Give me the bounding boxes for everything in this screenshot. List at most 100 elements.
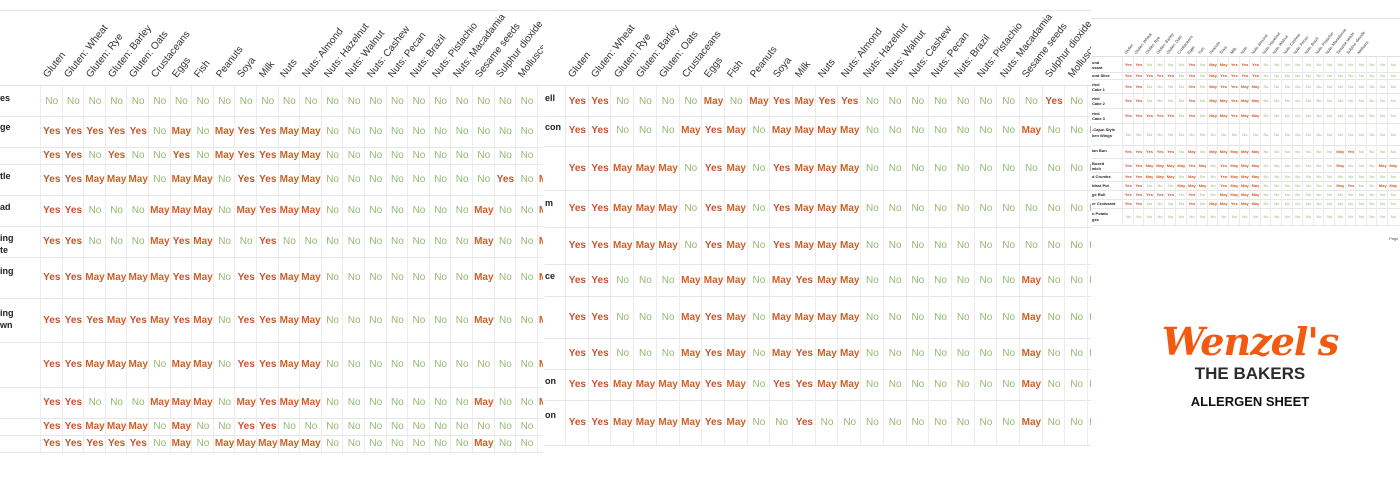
- allergen-cell: No: [126, 147, 149, 164]
- allergen-cell: No: [1355, 57, 1367, 72]
- allergen-cell: No: [1143, 181, 1155, 190]
- allergen-cell: Yes: [126, 115, 149, 147]
- allergen-cell: No: [746, 338, 771, 369]
- allergen-cell: No: [1019, 86, 1043, 116]
- table-row: Yes Yes May May May No May No No Yes Yes No No No No No…: [0, 418, 543, 436]
- allergen-cell: May: [701, 86, 725, 116]
- allergen-cell: No: [905, 338, 930, 369]
- allergen-cell: No: [1355, 123, 1367, 145]
- allergen-cell: Yes: [587, 369, 612, 400]
- allergen-cell: May: [148, 257, 171, 298]
- allergen-cell: No: [1291, 199, 1304, 208]
- allergen-cell: No: [1312, 71, 1325, 79]
- allergen-cell: No: [1019, 190, 1043, 227]
- allergen-cell: No: [1365, 57, 1378, 72]
- allergen-cell: May: [1238, 145, 1251, 158]
- allergen-cell: May: [1087, 227, 1091, 264]
- product-name: es: [0, 93, 11, 103]
- allergen-cell: No: [299, 418, 322, 435]
- allergen-cell: Yes: [104, 435, 128, 452]
- allergen-cell: No: [882, 146, 907, 190]
- allergen-cell: May: [1249, 93, 1261, 108]
- allergen-cell: Yes: [587, 86, 612, 116]
- allergen-cell: No: [860, 190, 884, 227]
- allergen-cell: No: [385, 435, 409, 452]
- allergen-cell: No: [212, 418, 236, 435]
- allergen-cell: No: [342, 147, 365, 164]
- allergen-cell: May: [769, 338, 793, 369]
- allergen-cell: No: [1376, 93, 1388, 108]
- allergen-cell: Yes: [40, 257, 63, 298]
- allergen-cell: Yes: [769, 146, 793, 190]
- allergen-cell: May: [723, 338, 748, 369]
- allergen-cell: May: [1249, 190, 1261, 199]
- allergen-cell: No: [746, 146, 771, 190]
- allergen-cell: May: [536, 226, 543, 257]
- product-name: er Croissant: [1092, 200, 1116, 206]
- allergen-cell: No: [1387, 71, 1399, 79]
- table-row: ge Roll Yes Yes Yes Yes Yes No Yes No No May May May…: [1092, 190, 1400, 200]
- allergen-cell: May: [1185, 172, 1198, 181]
- allergen-cell: No: [428, 298, 452, 342]
- allergen-cell: Yes: [234, 342, 257, 387]
- allergen-cell: No: [364, 418, 387, 435]
- allergen-cell: No: [1196, 79, 1208, 93]
- allergen-cell: No: [1064, 338, 1088, 369]
- table-row: Yes Yes May May May No May May No Yes Yes May May No N…: [0, 342, 543, 388]
- allergen-cell: May: [1206, 199, 1219, 208]
- allergen-cell: No: [1259, 123, 1272, 145]
- allergen-cell: No: [1281, 208, 1293, 225]
- column-header: Nuts: [816, 57, 838, 80]
- column-header: Nuts: [1239, 45, 1249, 55]
- allergen-cell: No: [126, 195, 149, 226]
- allergen-cell: No: [407, 226, 430, 257]
- allergen-cell: No: [1302, 145, 1314, 158]
- product-name: ge Roll: [1092, 191, 1106, 197]
- allergen-cell: No: [1302, 208, 1314, 225]
- allergen-cell: May: [169, 418, 193, 435]
- allergen-cell: No: [364, 195, 387, 226]
- allergen-cell: Yes: [169, 298, 193, 342]
- allergen-cell: No: [493, 435, 517, 452]
- allergen-cell: No: [950, 86, 975, 116]
- allergen-cell: Yes: [1122, 158, 1134, 172]
- allergen-cell: Yes: [565, 369, 589, 400]
- allergen-cell: No: [191, 418, 214, 435]
- allergen-cell: No: [1281, 181, 1293, 190]
- allergen-cell: May: [769, 115, 793, 146]
- allergen-cell: Yes: [1164, 108, 1176, 123]
- allergen-cell: Yes: [1122, 93, 1134, 108]
- allergen-cell: No: [212, 164, 236, 195]
- allergen-cell: May: [837, 338, 861, 369]
- allergen-cell: No: [1291, 181, 1304, 190]
- allergen-cell: No: [1228, 123, 1240, 145]
- allergen-cell: Yes: [1122, 181, 1134, 190]
- allergen-cell: No: [1355, 208, 1367, 225]
- allergen-cell: No: [1323, 57, 1335, 72]
- allergen-cell: No: [1387, 145, 1399, 158]
- allergen-cell: No: [905, 264, 930, 296]
- allergen-cell: No: [234, 226, 257, 257]
- allergen-cell: May: [723, 190, 748, 227]
- allergen-cell: No: [1153, 199, 1166, 208]
- allergen-cell: No: [450, 226, 473, 257]
- allergen-cell: No: [1064, 190, 1088, 227]
- allergen-cell: Yes: [565, 338, 589, 369]
- allergen-cell: No: [148, 342, 171, 387]
- allergen-cell: No: [882, 369, 907, 400]
- allergen-cell: No: [515, 147, 538, 164]
- allergen-cell: No: [1175, 172, 1187, 181]
- allergen-cell: Yes: [40, 342, 63, 387]
- allergen-cell: No: [655, 296, 680, 338]
- allergen-cell: No: [1291, 123, 1304, 145]
- allergen-cell: No: [1196, 172, 1208, 181]
- allergen-cell: No: [928, 115, 952, 146]
- allergen-cell: No: [1196, 123, 1208, 145]
- allergen-cell: May: [655, 146, 680, 190]
- allergen-cell: May: [633, 369, 657, 400]
- allergen-cell: May: [769, 264, 793, 296]
- allergen-cell: No: [212, 226, 236, 257]
- allergen-cell: Yes: [1132, 158, 1145, 172]
- allergen-cell: No: [1217, 208, 1229, 225]
- allergen-cell: May: [277, 387, 301, 418]
